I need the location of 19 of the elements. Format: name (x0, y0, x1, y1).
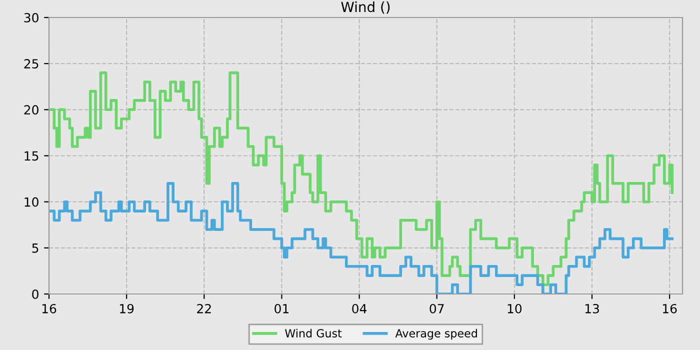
legend-label: Wind Gust (285, 328, 342, 338)
x-tick-label: 01 (274, 304, 289, 314)
y-tick-label: 10 (24, 197, 38, 207)
x-tick-label: 10 (508, 304, 522, 314)
x-tick-label: 16 (662, 304, 677, 314)
y-tick-label: 15 (24, 151, 38, 161)
y-tick-label: 0 (32, 289, 38, 299)
x-tick-label: 16 (42, 304, 56, 314)
x-tick-label: 22 (197, 304, 211, 314)
chart-title: Wind () (341, 1, 390, 14)
x-tick-label: 07 (430, 304, 444, 314)
x-tick-label: 13 (585, 304, 599, 314)
y-tick-label: 30 (24, 12, 38, 22)
y-tick-label: 20 (24, 105, 38, 115)
y-tick-label: 25 (24, 59, 38, 69)
x-tick-label: 19 (120, 304, 134, 314)
y-tick-label: 5 (32, 244, 38, 253)
x-tick-label: 04 (352, 304, 367, 314)
legend-label: Average speed (395, 328, 477, 340)
